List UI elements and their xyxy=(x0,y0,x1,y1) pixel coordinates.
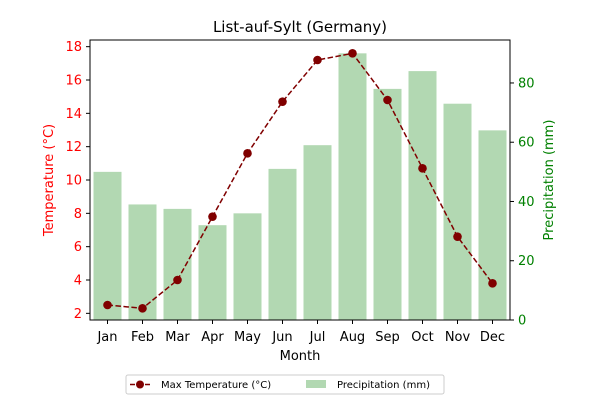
temperature-point-dec xyxy=(488,279,497,288)
temperature-point-mar xyxy=(173,275,182,285)
chart-title: List-auf-Sylt (Germany) xyxy=(213,18,387,36)
y-right-tick-label: 60 xyxy=(518,136,535,151)
legend-line-marker xyxy=(136,380,144,389)
temperature-point-aug xyxy=(348,49,357,58)
temperature-point-jan xyxy=(103,300,112,310)
y-left-tick-label: 18 xyxy=(65,40,82,55)
temperature-point-apr xyxy=(208,212,217,221)
precipitation-bar-apr xyxy=(198,225,227,320)
y-axis-left-title: Temperature (°C) xyxy=(42,124,57,237)
temperature-point-jun xyxy=(278,97,287,106)
precipitation-bar-oct xyxy=(408,71,437,320)
precipitation-bar-jun xyxy=(268,168,297,320)
temperature-line-path xyxy=(107,52,494,310)
y-left-tick-label: 10 xyxy=(65,174,82,189)
x-tick-label: Mar xyxy=(165,330,190,345)
x-tick-label: Jul xyxy=(309,330,326,345)
temperature-point-jul xyxy=(313,55,322,65)
x-tick-label: Sep xyxy=(375,330,400,345)
x-tick-label: Aug xyxy=(340,330,365,345)
legend-precipitation-label: Precipitation (mm) xyxy=(337,380,430,391)
y-left-tick-label: 12 xyxy=(65,140,82,155)
x-tick-label: May xyxy=(234,330,261,345)
y-right-tick-label: 80 xyxy=(518,76,535,91)
y-axis-right: 0 20 40 60 80 xyxy=(510,76,535,329)
precipitation-bar-sep xyxy=(373,88,402,320)
precipitation-bar-dec xyxy=(478,130,507,320)
precipitation-bar-jul xyxy=(303,145,332,320)
x-axis: Jan Feb Mar Apr May Jun Jul Aug Sep Oct Nov Dec xyxy=(96,320,505,345)
y-right-tick-label: 40 xyxy=(518,195,535,210)
legend-box xyxy=(125,374,445,395)
precipitation-bar-feb xyxy=(128,204,157,320)
temperature-point-oct xyxy=(418,164,427,173)
temperature-point-feb xyxy=(138,304,147,313)
y-left-tick-label: 6 xyxy=(74,240,82,255)
precipitation-bar-may xyxy=(233,213,262,320)
legend-bar-swatch xyxy=(306,380,326,388)
x-tick-label: Oct xyxy=(411,330,433,345)
temperature-point-sep xyxy=(383,95,392,105)
legend: Max Temperature (°C) Precipitation (mm) xyxy=(125,374,445,395)
x-tick-label: Jun xyxy=(271,330,292,345)
precipitation-bar-nov xyxy=(443,103,472,320)
y-axis-left: 2 4 6 8 10 12 14 16 18 xyxy=(65,40,90,322)
y-right-tick-label: 20 xyxy=(518,254,535,269)
x-tick-label: Dec xyxy=(480,330,505,345)
y-left-tick-label: 14 xyxy=(65,107,82,122)
precipitation-bar-mar xyxy=(163,208,192,320)
x-tick-label: Feb xyxy=(131,330,154,345)
temperature-point-nov xyxy=(453,232,462,241)
precipitation-bar-aug xyxy=(338,53,367,320)
precipitation-bars xyxy=(93,53,507,320)
x-tick-label: Jan xyxy=(96,330,117,345)
y-axis-right-title: Precipitation (mm) xyxy=(542,120,557,241)
x-tick-label: Nov xyxy=(445,330,471,345)
legend-temperature-label: Max Temperature (°C) xyxy=(161,380,271,391)
temperature-line xyxy=(103,49,497,313)
x-tick-label: Apr xyxy=(201,330,224,345)
y-right-tick-label: 0 xyxy=(518,314,526,329)
y-left-tick-label: 8 xyxy=(74,207,82,222)
y-left-tick-label: 2 xyxy=(74,307,82,322)
y-left-tick-label: 4 xyxy=(74,274,82,289)
precipitation-bar-jan xyxy=(93,171,122,320)
x-axis-title: Month xyxy=(280,349,321,364)
temperature-point-may xyxy=(243,149,252,158)
y-left-tick-label: 16 xyxy=(65,74,82,89)
